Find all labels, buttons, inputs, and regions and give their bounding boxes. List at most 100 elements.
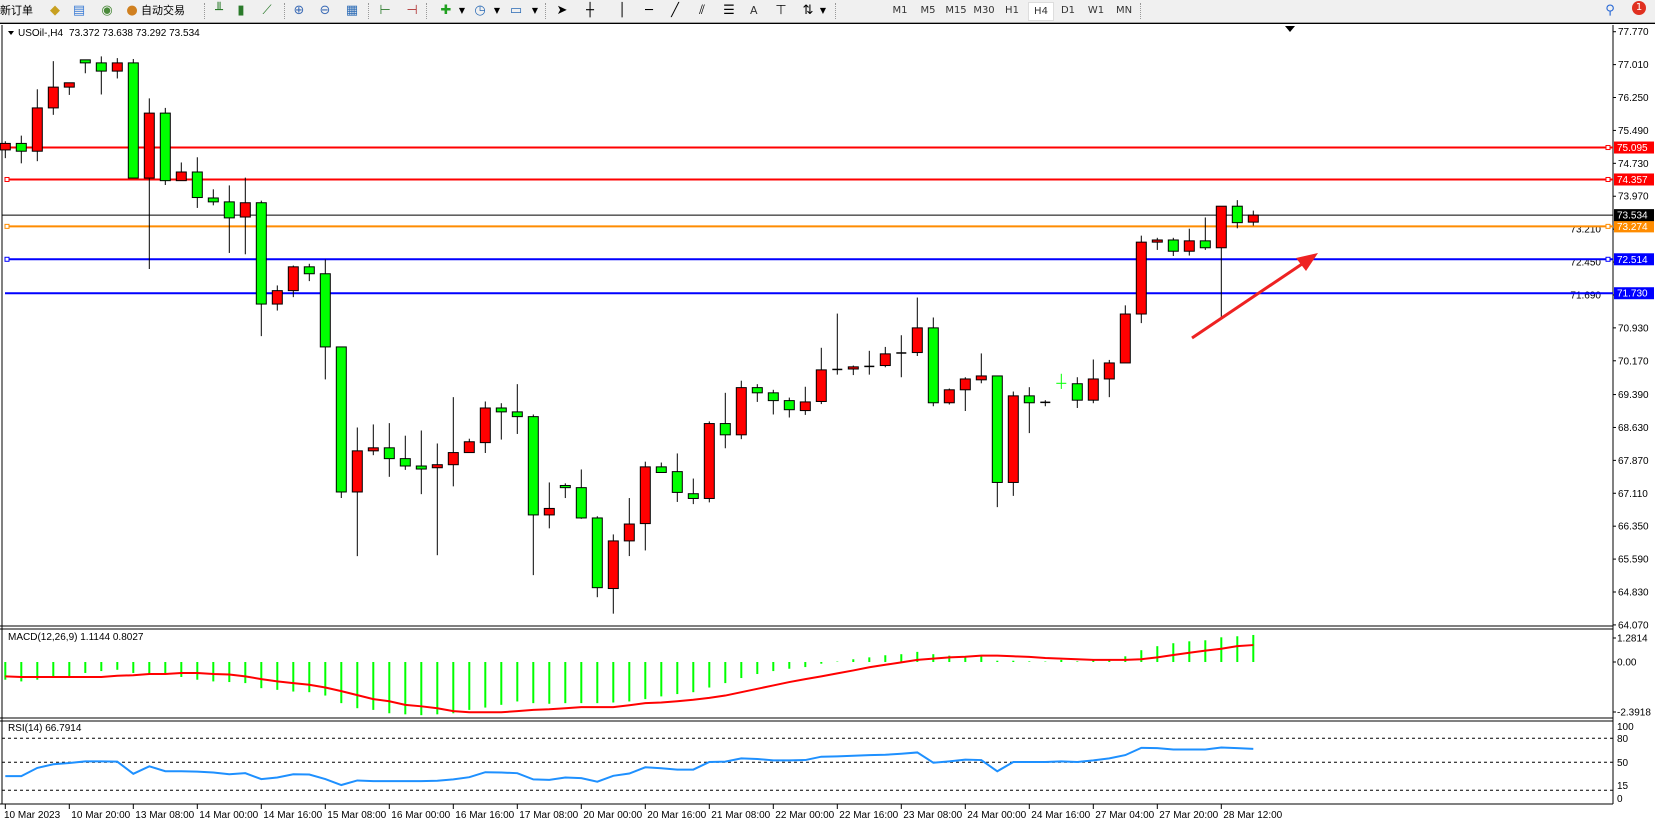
chevron-down-icon[interactable]: ▼ (531, 6, 539, 15)
timeframe-m5[interactable]: M5 (920, 5, 936, 16)
chart-canvas[interactable]: 77.770 77.010 76.250 75.490 74.730 73.970 73.2… (0, 24, 1655, 827)
timeframe-d1[interactable]: D1 (1060, 5, 1076, 16)
candle (703, 421, 715, 503)
price-tick-label: 70.930 (1618, 323, 1649, 334)
price-line-label: 75.095 (1617, 143, 1648, 154)
annotation-arrow-head (1296, 253, 1318, 271)
candle (111, 58, 123, 79)
candle-body (223, 201, 235, 219)
candle-body (47, 86, 59, 109)
price-line-label-bg (1614, 220, 1654, 233)
time-tick-label: 17 Mar 08:00 (519, 810, 578, 821)
candle-body (463, 441, 475, 454)
chevron-down-icon[interactable]: ▼ (458, 6, 466, 15)
candle (351, 427, 363, 557)
timeframe-h1[interactable]: H1 (1005, 5, 1019, 16)
timeframe-m30[interactable]: M30 (973, 5, 995, 16)
separator (204, 3, 206, 19)
timeframe-h4[interactable]: H4 (1028, 2, 1054, 21)
candle (335, 346, 347, 499)
price-tick-label: 68.630 (1618, 423, 1649, 434)
timeframe-mn[interactable]: MN (1115, 5, 1133, 16)
candle (143, 98, 155, 269)
search-icon[interactable]: ⚲ (1605, 3, 1615, 18)
market-watch-icon[interactable]: ▤ (72, 3, 86, 18)
separator (368, 3, 370, 19)
fibonacci-icon[interactable]: ☰ (723, 3, 735, 18)
templates-icon[interactable]: ▭ (509, 3, 523, 18)
price-tick-label: 64.070 (1618, 620, 1649, 631)
candle (847, 365, 859, 376)
candle-body (687, 493, 699, 499)
candle-body (735, 387, 747, 436)
zoom-out-icon[interactable]: ⊖ (319, 3, 331, 18)
price-tick-label: 64.830 (1618, 588, 1649, 599)
candle (1247, 210, 1259, 226)
text-label-icon[interactable]: ⊤ (775, 3, 787, 18)
new-order-button[interactable]: 新订单 (0, 4, 33, 17)
candle (1167, 237, 1179, 256)
arrows-icon[interactable]: ⇅ (802, 3, 814, 18)
candle-body (1167, 239, 1179, 252)
line-chart-icon[interactable]: ⟋ (262, 3, 272, 18)
macd-title: MACD(12,26,9) 1.1144 0.8027 (8, 632, 144, 643)
time-tick-label: 16 Mar 16:00 (455, 810, 514, 821)
candle (591, 516, 603, 598)
timeframe-m15[interactable]: M15 (945, 5, 967, 16)
candle (319, 259, 331, 380)
chart-window[interactable]: 77.770 77.010 76.250 75.490 74.730 73.970 73.2… (0, 23, 1655, 827)
auto-trading-icon[interactable]: ● (126, 3, 138, 18)
equidistant-channel-icon[interactable]: ⫽ (699, 3, 705, 18)
candle (767, 389, 779, 415)
price-tick-label: 74.730 (1618, 159, 1649, 170)
candle (1119, 305, 1131, 364)
indicators-icon[interactable]: ✚ (440, 3, 452, 18)
chart-shift-icon[interactable]: ⊢ (379, 3, 391, 18)
candle-body (1087, 378, 1099, 401)
candle (1103, 359, 1115, 398)
tile-windows-icon[interactable]: ▦ (345, 3, 359, 18)
candle-body (1135, 241, 1147, 315)
separator (284, 3, 286, 19)
bar-chart-icon[interactable]: ╨ (215, 3, 223, 18)
price-line-label: 73.274 (1617, 222, 1648, 233)
vertical-line-icon[interactable]: │ (618, 3, 626, 18)
timeframe-w1[interactable]: W1 (1087, 5, 1105, 16)
time-tick-label: 13 Mar 08:00 (135, 810, 194, 821)
chart-shift-marker (1285, 26, 1295, 32)
autoscroll-icon[interactable]: ⊣ (406, 3, 418, 18)
candle (943, 388, 955, 405)
text-tool-button[interactable]: A (750, 4, 758, 17)
trendline-icon[interactable]: ╱ (671, 3, 679, 18)
candle-body (543, 507, 555, 516)
candle (607, 534, 619, 614)
horizontal-line-icon[interactable]: ─ (645, 3, 653, 18)
cursor-icon[interactable]: ➤ (556, 3, 568, 18)
zoom-in-icon[interactable]: ⊕ (293, 3, 305, 18)
candle (79, 59, 91, 74)
candlestick-icon[interactable]: ▮ (237, 3, 245, 18)
chevron-down-icon[interactable]: ▼ (819, 6, 827, 15)
periods-icon[interactable]: ◷ (474, 3, 486, 18)
candle (1135, 235, 1147, 324)
signals-icon[interactable]: ◉ (101, 3, 113, 18)
time-tick-label: 21 Mar 08:00 (711, 810, 770, 821)
candle (127, 58, 139, 179)
candle (735, 380, 747, 440)
current-price-label: 73.534 (1617, 211, 1648, 222)
chevron-down-icon[interactable]: ▼ (493, 6, 501, 15)
separator (545, 3, 547, 19)
price-line-label-bg (1614, 141, 1654, 154)
candle (799, 386, 811, 415)
auto-trading-button[interactable]: 自动交易 (141, 4, 185, 17)
timeframe-m1[interactable]: M1 (892, 5, 908, 16)
candle-body (383, 447, 395, 460)
time-tick-label: 14 Mar 16:00 (263, 810, 322, 821)
separator (426, 3, 428, 19)
time-tick-label: 10 Mar 20:00 (71, 810, 130, 821)
crosshair-icon[interactable]: ┼ (586, 3, 594, 18)
candle (223, 185, 235, 253)
candle-body (127, 62, 139, 179)
notification-badge[interactable]: 1 (1632, 1, 1646, 15)
profiles-icon[interactable]: ◆ (50, 3, 60, 18)
